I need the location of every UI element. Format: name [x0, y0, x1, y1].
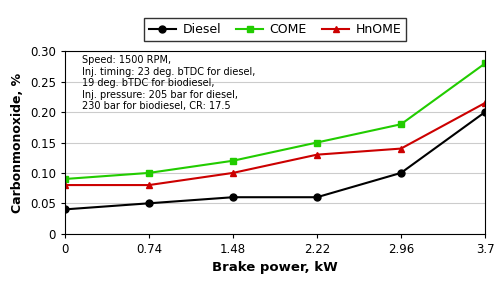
COME: [314, 141, 320, 144]
Diesel: [398, 171, 404, 175]
HnOME: [62, 183, 68, 187]
Diesel: [314, 196, 320, 199]
HnOME: [482, 101, 488, 105]
Line: COME: COME: [62, 60, 488, 182]
COME: [62, 177, 68, 181]
X-axis label: Brake power, kW: Brake power, kW: [212, 261, 338, 274]
Diesel: [146, 201, 152, 205]
Line: HnOME: HnOME: [62, 99, 488, 189]
Y-axis label: Carbonmonoxide, %: Carbonmonoxide, %: [12, 72, 24, 213]
COME: [398, 123, 404, 126]
HnOME: [230, 171, 236, 175]
Diesel: [230, 196, 236, 199]
HnOME: [146, 183, 152, 187]
Diesel: [62, 208, 68, 211]
COME: [230, 159, 236, 162]
Legend: Diesel, COME, HnOME: Diesel, COME, HnOME: [144, 19, 406, 41]
Diesel: [482, 110, 488, 114]
COME: [146, 171, 152, 175]
COME: [482, 62, 488, 65]
HnOME: [398, 147, 404, 150]
Text: Speed: 1500 RPM,
Inj. timing: 23 deg. bTDC for diesel,
19 deg. bTDC for biodiese: Speed: 1500 RPM, Inj. timing: 23 deg. bT…: [82, 55, 255, 111]
HnOME: [314, 153, 320, 156]
Line: Diesel: Diesel: [62, 109, 488, 213]
